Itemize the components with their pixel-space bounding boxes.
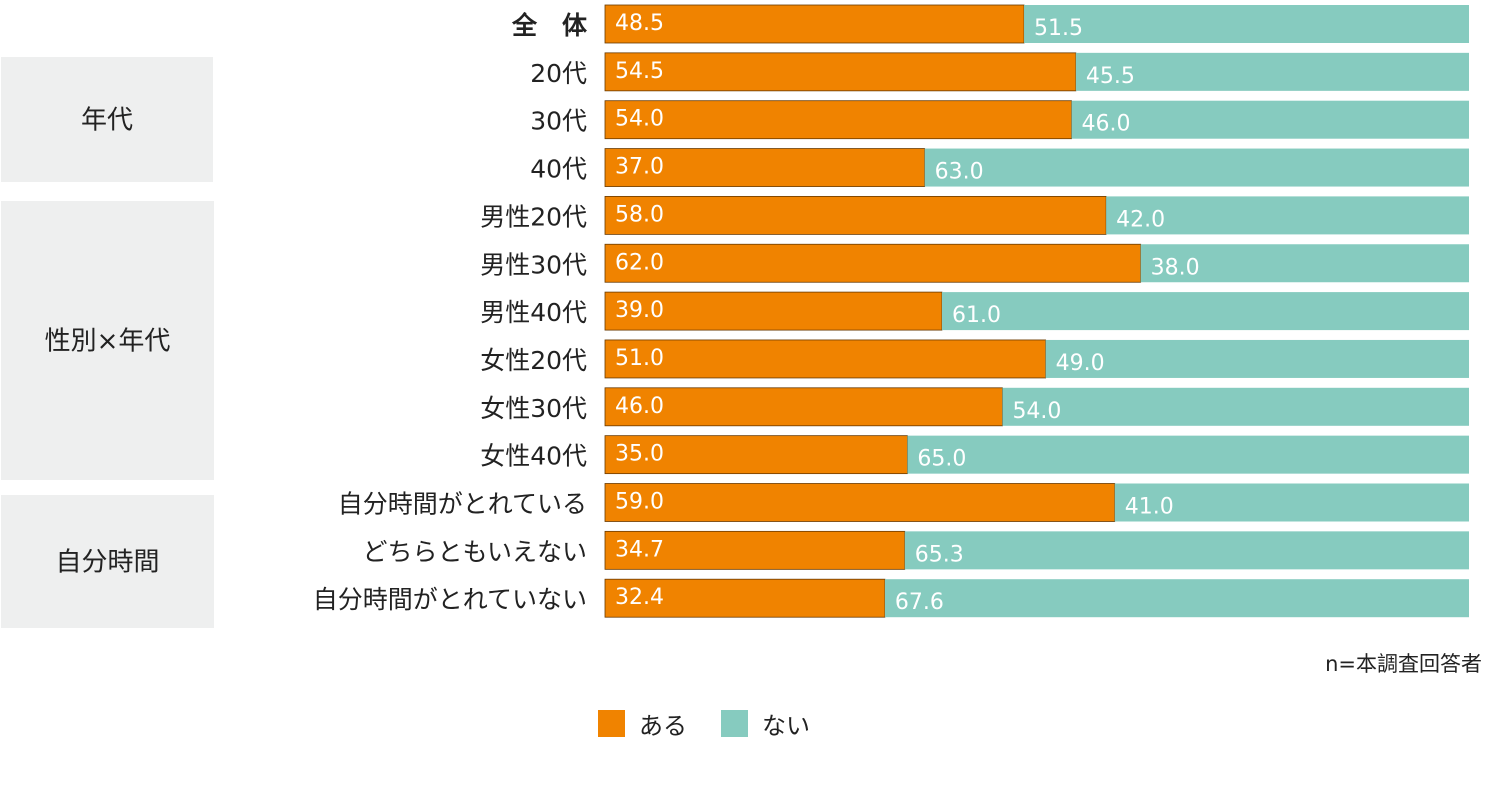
- group-box: [1, 495, 214, 628]
- bar-nai: [884, 579, 1469, 618]
- category-label: 女性20代: [480, 346, 587, 375]
- category-label: 男性20代: [480, 202, 587, 231]
- bar-nai: [1106, 196, 1469, 235]
- value-label-aru: 54.5: [615, 59, 664, 84]
- bar-nai: [907, 435, 1469, 474]
- value-label-aru: 62.0: [615, 250, 664, 275]
- group-label: 性別×年代: [45, 327, 171, 357]
- group-label: 年代: [81, 106, 133, 136]
- bar-nai: [1002, 387, 1469, 426]
- value-label-aru: 58.0: [615, 202, 664, 227]
- category-labels: 全 体 20代 30代 40代男性20代男性30代男性40代女性20代女性30代女性4…: [313, 11, 588, 614]
- value-label-aru: 32.4: [615, 585, 664, 610]
- bar-nai: [1140, 244, 1469, 283]
- value-label-aru: 48.5: [615, 11, 664, 36]
- value-label-nai: 65.3: [915, 542, 964, 567]
- value-label-nai: 67.6: [895, 590, 944, 615]
- bar-aru: [604, 483, 1116, 522]
- bar-aru: [604, 100, 1072, 140]
- value-label-aru: 59.0: [615, 490, 664, 515]
- group-box: [1, 57, 213, 182]
- bars: 48.5 51.5 54.5 45.5 54.0 46.0 37.0 63.0 58.0 42.0…: [604, 4, 1469, 618]
- legend: ある ない: [598, 706, 832, 741]
- category-label: 20代: [530, 59, 587, 88]
- value-label-nai: 51.5: [1034, 16, 1083, 41]
- legend-item-aru: ある: [598, 706, 687, 741]
- value-label-nai: 61.0: [952, 303, 1001, 328]
- value-label-nai: 42.0: [1116, 207, 1165, 232]
- group-label: 自分時間: [55, 548, 159, 578]
- value-label-nai: 46.0: [1082, 112, 1131, 137]
- bar-nai: [1024, 5, 1469, 43]
- value-label-nai: 54.0: [1012, 399, 1061, 424]
- bar-aru: [604, 195, 1107, 235]
- value-label-nai: 63.0: [935, 160, 984, 185]
- legend-swatch-nai: [721, 710, 748, 737]
- sample-note: n=本調査回答者: [1325, 652, 1482, 676]
- bar-nai: [1114, 483, 1469, 522]
- category-label: 自分時間がとれている: [338, 490, 587, 519]
- bar-nai: [1045, 339, 1469, 378]
- category-label: 全 体: [511, 11, 588, 40]
- category-label: 自分時間がとれていない: [313, 585, 587, 614]
- value-label-aru: 39.0: [615, 298, 664, 323]
- bar-nai: [941, 292, 1469, 331]
- bar-aru: [604, 530, 906, 570]
- category-label: 女性40代: [480, 442, 587, 471]
- category-label: 40代: [530, 155, 587, 184]
- value-label-nai: 65.0: [917, 447, 966, 472]
- bar-aru: [604, 243, 1142, 283]
- legend-label-aru: ある: [639, 712, 687, 740]
- bar-aru: [604, 291, 943, 331]
- bar-aru: [604, 52, 1077, 92]
- value-label-aru: 54.0: [615, 107, 664, 132]
- bar-aru: [604, 339, 1047, 379]
- bar-aru: [604, 578, 886, 618]
- value-label-nai: 41.0: [1125, 495, 1174, 520]
- bar-nai: [1071, 100, 1469, 139]
- group-box: [1, 201, 214, 480]
- value-label-aru: 34.7: [615, 537, 664, 562]
- value-label-nai: 49.0: [1056, 351, 1105, 376]
- category-label: どちらともいえない: [362, 537, 587, 566]
- bar-nai: [1075, 52, 1469, 91]
- value-label-nai: 38.0: [1151, 255, 1200, 280]
- bar-nai: [924, 148, 1469, 187]
- bar-nai: [904, 531, 1469, 570]
- legend-item-nai: ない: [721, 706, 810, 741]
- category-label: 男性30代: [480, 250, 587, 279]
- bar-aru: [604, 4, 1025, 44]
- legend-swatch-aru: [598, 710, 625, 737]
- bar-aru: [604, 435, 908, 475]
- category-label: 30代: [530, 107, 587, 136]
- category-label: 男性40代: [480, 298, 587, 327]
- legend-label-nai: ない: [762, 712, 810, 740]
- value-label-aru: 37.0: [615, 155, 664, 180]
- category-label: 女性30代: [480, 394, 587, 423]
- value-label-aru: 35.0: [615, 442, 664, 467]
- bar-aru: [604, 387, 1003, 427]
- value-label-aru: 51.0: [615, 346, 664, 371]
- value-label-aru: 46.0: [615, 394, 664, 419]
- value-label-nai: 45.5: [1086, 64, 1135, 89]
- bar-aru: [604, 148, 926, 187]
